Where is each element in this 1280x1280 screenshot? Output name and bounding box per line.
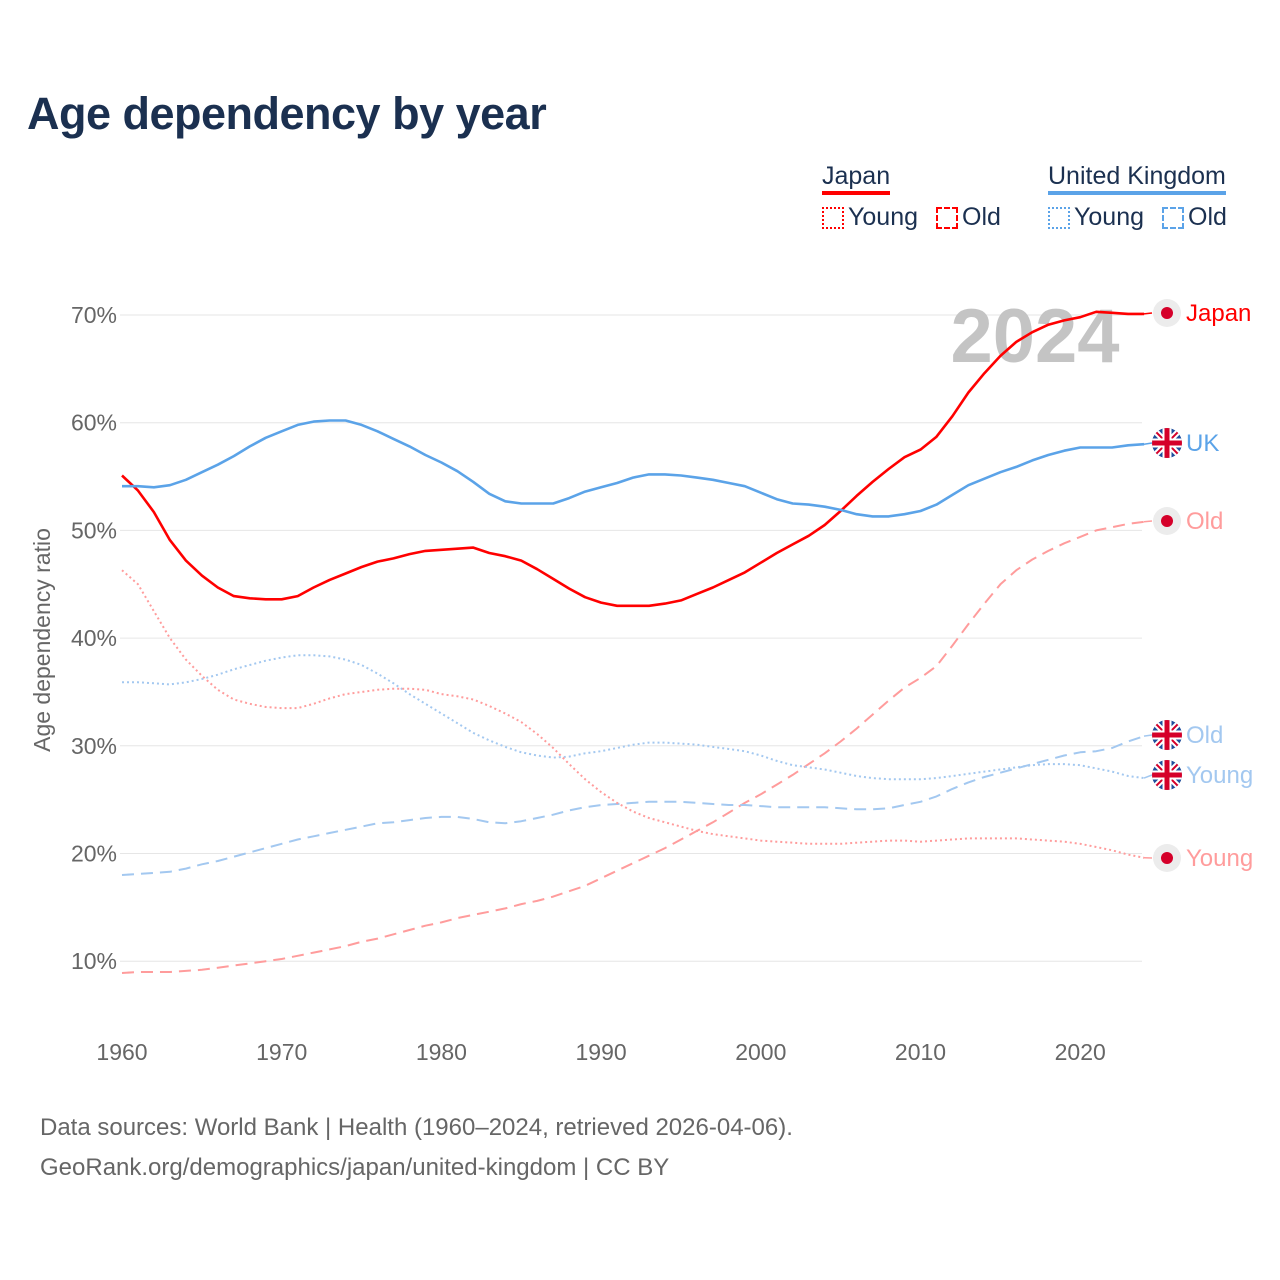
legend-label: Old	[1188, 203, 1227, 231]
legend-japan: Japan Young Old	[822, 162, 1001, 232]
x-tick-label: 2020	[1055, 1039, 1106, 1065]
x-tick-label: 2010	[895, 1039, 946, 1065]
legend-uk-old[interactable]: Old	[1162, 203, 1227, 232]
series-line-united-kingdom-young[interactable]	[122, 654, 1145, 781]
series-line-japan[interactable]	[121, 310, 1145, 608]
series-line-japan-young[interactable]	[121, 569, 1145, 859]
legend-label: Young	[1074, 203, 1144, 231]
series-line-japan-old[interactable]	[121, 520, 1145, 974]
end-connector	[1143, 734, 1153, 737]
end-connector	[1143, 520, 1153, 523]
legend-japan-old[interactable]: Old	[936, 203, 1001, 232]
dashed-swatch-icon	[936, 206, 958, 229]
dotted-swatch-icon	[822, 206, 844, 229]
y-tick-label: 20%	[71, 841, 117, 867]
y-tick-label: 50%	[71, 517, 117, 543]
end-connector	[1143, 442, 1153, 445]
x-tick-label: 1980	[416, 1039, 467, 1065]
uk-flag-icon	[1152, 760, 1182, 790]
legend-country-japan[interactable]: Japan	[822, 162, 891, 195]
uk-flag-icon	[1152, 428, 1182, 458]
japan-flag-icon	[1153, 507, 1181, 535]
legend-label: Young	[848, 203, 918, 231]
chart-title: Age dependency by year	[27, 88, 547, 139]
dotted-swatch-icon	[1048, 206, 1070, 229]
legend-uk: United Kingdom Young Old	[1048, 162, 1227, 232]
legend-japan-young[interactable]: Young	[822, 203, 918, 232]
end-label: Japan	[1186, 300, 1251, 327]
end-label: Old	[1186, 722, 1223, 749]
data-sources-text: Data sources: World Bank | Health (1960–…	[40, 1114, 793, 1141]
series-line-united-kingdom-old[interactable]	[121, 735, 1145, 876]
legend-label: Old	[962, 203, 1001, 231]
y-tick-label: 70%	[71, 302, 117, 328]
x-tick-label: 2000	[735, 1039, 786, 1065]
end-connector	[1143, 312, 1153, 315]
end-connector	[1143, 774, 1153, 779]
y-axis-label: Age dependency ratio	[29, 528, 55, 752]
legend-country-uk[interactable]: United Kingdom	[1048, 162, 1226, 195]
uk-flag-icon	[1152, 720, 1182, 750]
end-label: Young	[1186, 845, 1253, 872]
legend-uk-young[interactable]: Young	[1048, 203, 1144, 232]
source-link[interactable]: GeoRank.org/demographics/japan/united-ki…	[40, 1154, 670, 1181]
year-watermark: 2024	[950, 294, 1119, 379]
y-tick-label: 60%	[71, 410, 117, 436]
series-line-united-kingdom[interactable]	[122, 419, 1145, 518]
x-tick-label: 1970	[256, 1039, 307, 1065]
x-tick-label: 1990	[576, 1039, 627, 1065]
y-tick-label: 30%	[71, 733, 117, 759]
end-label: Young	[1186, 762, 1253, 789]
end-label: UK	[1186, 430, 1219, 457]
japan-flag-icon	[1153, 844, 1181, 872]
japan-flag-icon	[1153, 299, 1181, 327]
y-tick-label: 40%	[71, 625, 117, 651]
x-tick-label: 1960	[96, 1039, 147, 1065]
end-label: Old	[1186, 508, 1223, 535]
footer: Data sources: World Bank | Health (1960–…	[40, 1108, 793, 1188]
y-tick-label: 10%	[71, 948, 117, 974]
dashed-swatch-icon	[1162, 206, 1184, 229]
